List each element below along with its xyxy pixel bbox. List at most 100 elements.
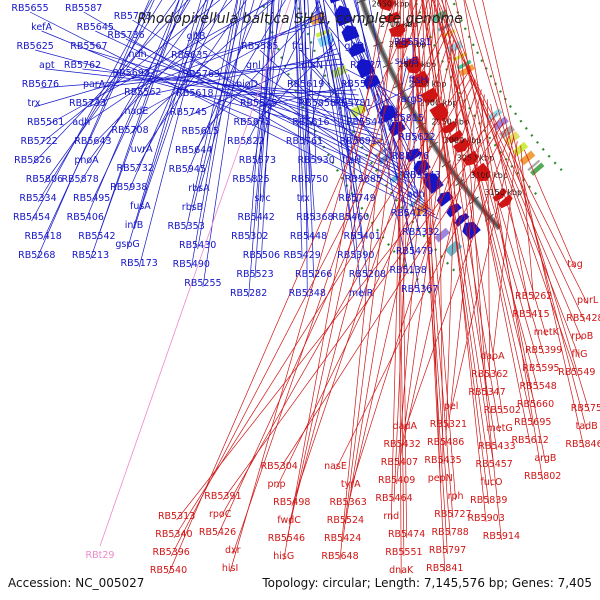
rna-leader	[99, 0, 291, 547]
forward-gene-label: RB5736	[107, 30, 144, 41]
reverse-gene-label: nasE	[324, 461, 347, 472]
forward-gene-leader	[323, 0, 357, 260]
reverse-gene-label: dnaK	[389, 565, 414, 576]
reverse-gene-label: RB5753	[571, 403, 600, 414]
forward-gene-label: trx	[297, 193, 310, 204]
forward-gene-label: RB5635	[171, 50, 208, 61]
reverse-gene-label: RB5595	[522, 363, 559, 374]
reverse-gene-label: RB5660	[517, 399, 554, 410]
scale-tick	[455, 178, 465, 187]
forward-gene-label: RB5943	[403, 170, 440, 181]
reverse-cog-block	[512, 141, 529, 157]
reverse-gene-label: RB5435	[424, 455, 461, 466]
forward-gene-leader	[354, 0, 415, 256]
forward-gene-label: RB5693	[113, 68, 150, 79]
reverse-gene-leader	[482, 0, 585, 449]
reverse-gene-label: RB5797	[429, 545, 466, 556]
forward-gene-label: ftsH	[342, 155, 361, 166]
reverse-gene-label: rph	[448, 491, 464, 502]
forward-gene-leader	[315, 0, 351, 222]
forward-gene-label: RB5542	[78, 231, 115, 242]
forward-gene-label: RB5545	[240, 98, 277, 109]
scale-label-3150: 3150 kbp	[484, 188, 522, 197]
forward-gene-leader	[330, 32, 365, 127]
reverse-gene-label: RB5551	[385, 547, 422, 558]
forward-gene-leader	[37, 0, 163, 203]
forward-gene-label: RB5454	[13, 212, 50, 223]
forward-gene-label: RB5573	[239, 155, 276, 166]
reverse-gene-label: RB5474	[388, 529, 425, 540]
reverse-cog-block	[527, 159, 541, 172]
forward-gene-leader	[46, 68, 364, 106]
reverse-gene-label: tag	[567, 259, 583, 270]
forward-gene-label: RB5353	[167, 221, 204, 232]
reverse-gene-label: RB5839	[470, 495, 507, 506]
forward-gene-label: RB5430	[179, 240, 216, 251]
reverse-gene-label: RB5846	[565, 439, 600, 450]
forward-gene-label: RB5412	[391, 208, 428, 219]
forward-gene-label: RB5732	[117, 163, 154, 174]
reverse-gene-arrow	[498, 194, 513, 209]
forward-gene-label: nadE	[124, 106, 148, 117]
reverse-gene-leader	[422, 0, 492, 487]
reverse-gene-arrow	[388, 23, 406, 37]
forward-gene-label: RB5826	[14, 155, 51, 166]
forward-gene-label: RB5618	[176, 88, 213, 99]
reverse-gene-leader	[455, 0, 546, 463]
forward-cog-block	[445, 240, 463, 257]
forward-gene-label: infB	[125, 220, 144, 231]
scale-label-2700: 2700 kbp	[380, 20, 418, 29]
reverse-gene-label: RB5802	[524, 471, 561, 482]
forward-gene-leader	[251, 42, 336, 127]
forward-gene-label: RB5367	[401, 284, 438, 295]
forward-gene-leader	[348, 74, 354, 108]
reverse-gene-arrow	[452, 137, 470, 153]
forward-gene-label: RB5368	[296, 212, 333, 223]
forward-gene-label: RB127	[350, 60, 381, 71]
forward-gene-label: adh	[72, 117, 90, 128]
backbone-arcs	[260, 0, 563, 294]
forward-gene-label: RB5713	[114, 11, 151, 22]
reverse-gene-leader	[445, 49, 460, 447]
reverse-gene-leader	[410, 0, 454, 519]
forward-gene-label: RB5762	[64, 60, 101, 71]
forward-gene-leader	[36, 0, 150, 260]
reverse-gene-label: RB5502	[484, 405, 521, 416]
forward-gene-leader	[137, 57, 381, 136]
reverse-gene-label: purL	[577, 295, 599, 306]
forward-gene-label: RB5815	[387, 113, 424, 124]
reverse-gene-label: dadA	[393, 421, 418, 432]
forward-gene-label: figL	[292, 41, 310, 52]
reverse-gene-arrow	[471, 162, 491, 182]
reverse-gene-label: RB5648	[321, 551, 358, 562]
scale-label-2800: 2800 kbp	[398, 60, 436, 69]
reverse-gene-label: RB5540	[150, 565, 187, 576]
forward-gene-leader	[134, 0, 228, 173]
label-leader-lines	[29, 0, 590, 575]
forward-gene-arrow	[334, 5, 354, 27]
reverse-gene-label: RB5399	[525, 345, 562, 356]
forward-gene-label: RB5585	[241, 41, 278, 52]
forward-gene-label: RB5643	[74, 136, 111, 147]
reverse-cog-block	[452, 51, 468, 62]
forward-gene-leader	[198, 0, 255, 193]
scale-label-3000: 3000 kbp	[444, 136, 482, 145]
backbone-circle	[360, 0, 501, 230]
forward-gene-leader	[318, 0, 359, 146]
forward-gene-label: RB5406	[67, 212, 104, 223]
forward-gene-label: trx	[28, 98, 41, 109]
forward-gene-leader	[186, 0, 263, 174]
forward-gene-label: RB5722	[21, 136, 58, 147]
forward-gene-label: RB5567	[70, 41, 107, 52]
forward-cog-block	[369, 137, 384, 149]
forward-gene-label: RB5675	[234, 117, 271, 128]
forward-cog-block	[374, 147, 389, 158]
reverse-gene-leader	[422, 0, 498, 451]
reverse-gene-leader	[437, 0, 583, 341]
reverse-gene-label: tyrA	[341, 479, 361, 490]
reverse-gene-leader	[463, 0, 544, 481]
forward-gene-leader	[35, 49, 387, 146]
forward-gene-label: ptsN	[301, 60, 323, 71]
reverse-gene-label: RB5788	[432, 527, 469, 538]
reverse-gene-leader	[444, 0, 502, 541]
